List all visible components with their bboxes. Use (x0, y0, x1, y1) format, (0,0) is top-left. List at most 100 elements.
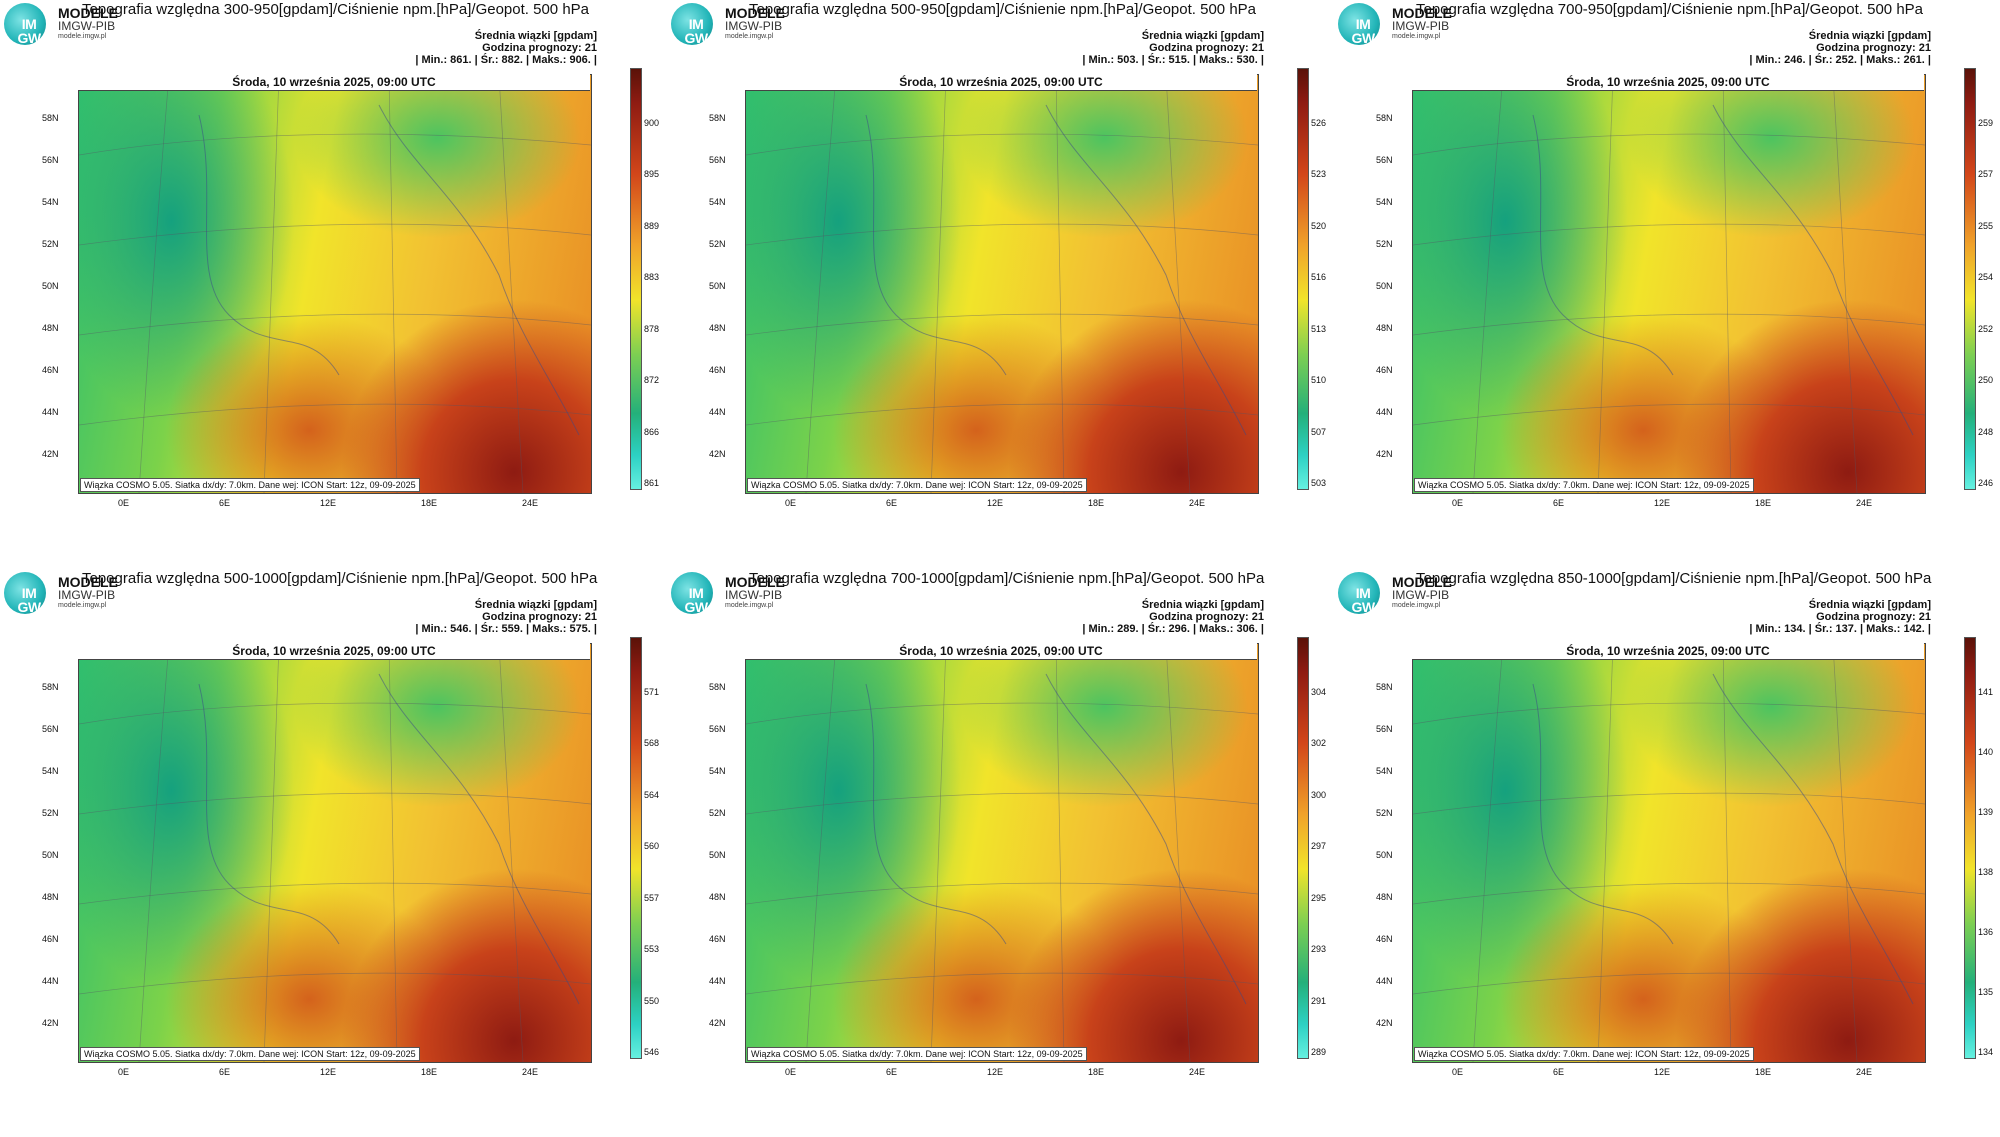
map-panel-6: IM GW MODELE IMGW-PIB modele.imgw.pl Topo… (1334, 569, 2000, 1137)
brand-name: MODELE (1392, 5, 1452, 21)
lat-label: 52N (1376, 808, 1393, 818)
panel-title: Topografia względna 700-950[gpdam]/Ciśni… (1416, 1, 1924, 18)
colorbar (630, 637, 642, 1059)
colorbar-tick: 546 (644, 1047, 660, 1057)
lon-label: 24E (522, 498, 539, 508)
lon-label: 18E (1755, 1067, 1772, 1077)
colorbar-tick: 564 (644, 789, 660, 800)
lat-label: 50N (1376, 850, 1393, 860)
colorbar-tick: 250 (1978, 375, 1994, 386)
colorbar-tick: 291 (1311, 995, 1327, 1006)
brand-org: IMGW-PIB (58, 588, 116, 602)
lon-label: 0E (1452, 1067, 1464, 1077)
brand-org: IMGW-PIB (58, 19, 116, 33)
forecast-map (745, 643, 1259, 1063)
lat-label: 48N (42, 892, 59, 902)
lon-label: 0E (785, 498, 797, 508)
lat-label: 44N (42, 407, 59, 417)
lat-label: 42N (42, 449, 59, 459)
lat-label: 50N (709, 281, 726, 291)
colorbar (1964, 637, 1976, 1059)
lon-label: 12E (987, 498, 1004, 508)
mean-label: Średnia wiązki [gpdam] (474, 599, 597, 611)
brand-site: modele.imgw.pl (725, 602, 774, 609)
forecast-map (78, 643, 592, 1063)
lat-label: 46N (42, 365, 59, 375)
map-panel-1: IM GW MODELE IMGW-PIB modele.imgw.pl Topo… (0, 0, 667, 568)
lat-label: 46N (709, 934, 726, 944)
panel-info: Średnia wiązki [gpdam] Godzina prognozy:… (1082, 30, 1264, 66)
colorbar-tick: 300 (1311, 789, 1327, 800)
map-footer: Wiązka COSMO 5.05. Siatka dx/dy: 7.0km. … (80, 478, 420, 492)
map-panel-2: IM GW MODELE IMGW-PIB modele.imgw.pl Topo… (667, 0, 1334, 568)
lat-label: 56N (42, 155, 59, 165)
lat-label: 48N (709, 323, 726, 333)
colorbar-tick: 878 (644, 323, 660, 334)
imgw-logo: IM GW (1338, 572, 1380, 614)
colorbar-tick: 248 (1978, 426, 1994, 437)
colorbar-tick: 523 (1311, 169, 1327, 180)
panel-info: Średnia wiązki [gpdam] Godzina prognozy:… (1749, 599, 1931, 635)
lat-label: 48N (709, 892, 726, 902)
brand-name: MODELE (58, 5, 118, 21)
map-footer: Wiązka COSMO 5.05. Siatka dx/dy: 7.0km. … (747, 478, 1087, 492)
stats-line: | Min.: 503. | Śr.: 515. | Maks.: 530. | (1082, 54, 1264, 66)
colorbar-tick: 895 (644, 169, 660, 180)
colorbar-tick: 520 (1311, 220, 1327, 231)
lat-label: 48N (1376, 892, 1393, 902)
lon-label: 18E (1088, 498, 1105, 508)
lat-label: 46N (1376, 365, 1393, 375)
lat-label: 52N (709, 239, 726, 249)
lat-label: 54N (1376, 766, 1393, 776)
map-lines (1413, 75, 1925, 493)
lon-label: 0E (118, 1067, 130, 1077)
colorbar-tick: 568 (644, 738, 660, 749)
lon-label: 24E (1856, 498, 1873, 508)
colorbar-tick: 138 (1978, 867, 1994, 877)
colorbar-tick: 304 (1311, 687, 1327, 697)
brand-name: MODELE (58, 574, 118, 590)
panel-info: Średnia wiązki [gpdam] Godzina prognozy:… (415, 30, 597, 66)
panel-info: Średnia wiązki [gpdam] Godzina prognozy:… (1082, 599, 1264, 635)
map-panel-4: IM GW MODELE IMGW-PIB modele.imgw.pl Topo… (0, 569, 667, 1137)
lat-label: 52N (42, 239, 59, 249)
colorbar-tick: 246 (1978, 478, 1994, 488)
map-date: Środa, 10 września 2025, 09:00 UTC (745, 643, 1257, 660)
colorbar-tick: 510 (1311, 375, 1327, 386)
colorbar-tick: 141 (1978, 687, 1994, 697)
forecast-map (1412, 643, 1926, 1063)
colorbar-tick: 526 (1311, 118, 1327, 128)
lon-label: 18E (421, 1067, 438, 1077)
lon-label: 24E (1189, 1067, 1206, 1077)
colorbar (1964, 68, 1976, 490)
mean-label: Średnia wiązki [gpdam] (474, 30, 597, 42)
colorbar-tick: 553 (644, 944, 660, 955)
panel-title: Topografia względna 500-950[gpdam]/Ciśni… (749, 1, 1257, 18)
lat-label: 48N (1376, 323, 1393, 333)
lat-label: 58N (1376, 682, 1393, 692)
map-lines (1413, 644, 1925, 1062)
map-date: Środa, 10 września 2025, 09:00 UTC (78, 643, 590, 660)
brand-org: IMGW-PIB (1392, 19, 1450, 33)
lon-label: 12E (1654, 498, 1671, 508)
map-date: Środa, 10 września 2025, 09:00 UTC (1412, 643, 1924, 660)
map-date: Środa, 10 września 2025, 09:00 UTC (1412, 74, 1924, 91)
imgw-logo: IM GW (4, 3, 46, 45)
colorbar-tick: 872 (644, 375, 660, 386)
lon-label: 6E (1553, 498, 1565, 508)
lat-label: 56N (42, 724, 59, 734)
lon-label: 24E (522, 1067, 539, 1077)
lat-label: 44N (709, 976, 726, 986)
colorbar-tick: 289 (1311, 1047, 1327, 1057)
lat-label: 44N (42, 976, 59, 986)
lat-label: 52N (709, 808, 726, 818)
lat-label: 42N (1376, 1018, 1393, 1028)
lat-label: 58N (709, 682, 726, 692)
colorbar-tick: 557 (644, 892, 660, 903)
lat-label: 54N (709, 766, 726, 776)
lat-label: 42N (709, 1018, 726, 1028)
lon-label: 0E (118, 498, 130, 508)
mean-label: Średnia wiązki [gpdam] (1141, 599, 1264, 611)
colorbar-tick: 140 (1978, 747, 1994, 757)
